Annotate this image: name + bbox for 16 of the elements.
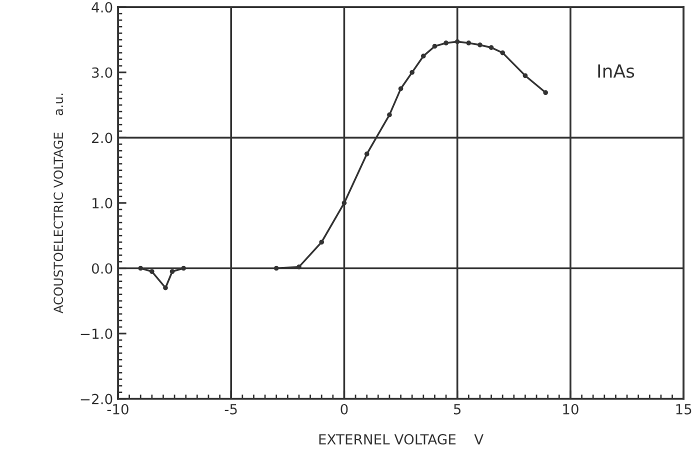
y-tick-label: −2.0 (80, 394, 112, 404)
y-tick-label: 3.0 (92, 67, 112, 78)
x-tick-label: 15 (676, 404, 692, 414)
x-tick-label: 5 (454, 404, 461, 414)
x-tick-label: 0 (340, 404, 348, 414)
x-axis-title: EXTERNEL VOLTAGE V (319, 434, 484, 445)
y-tick-label: 1.0 (92, 198, 112, 208)
y-tick-label: 2.0 (92, 132, 112, 144)
y-tick-label: 4.0 (92, 2, 112, 13)
y-tick-label: −1.0 (80, 328, 112, 340)
y-axis-title: ACOUSTOELECTRIC VOLTAGE a.u. (54, 94, 64, 314)
x-tick-label: 10 (563, 404, 578, 414)
y-tick-label: 0.0 (92, 263, 112, 274)
x-tick-label: -5 (224, 404, 237, 414)
annotation: InAs (598, 64, 634, 78)
x-tick-label: -10 (107, 404, 128, 414)
